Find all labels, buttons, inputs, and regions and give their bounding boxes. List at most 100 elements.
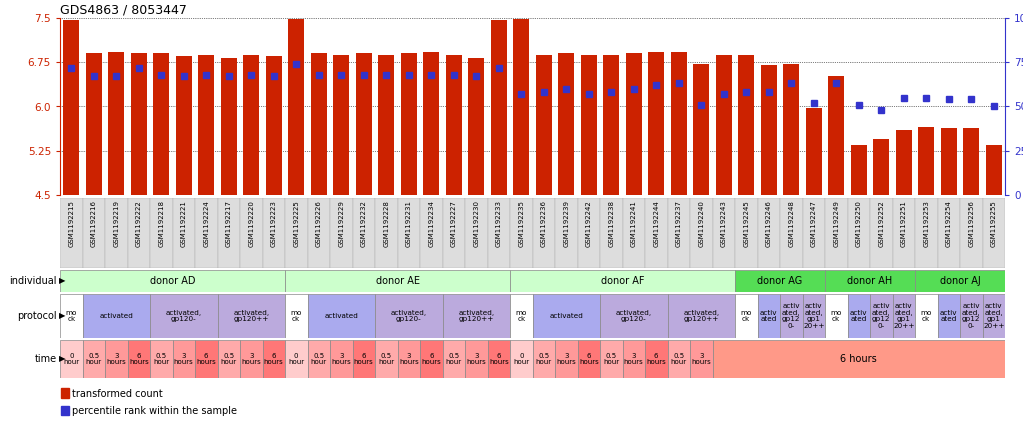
Text: 3
hours: 3 hours: [557, 353, 576, 365]
Text: GSM1192231: GSM1192231: [406, 200, 411, 247]
Text: GSM1192252: GSM1192252: [879, 200, 884, 247]
Bar: [83, 340, 105, 378]
Bar: [735, 294, 757, 338]
Bar: [420, 340, 443, 378]
Text: mo
ck: mo ck: [291, 310, 302, 322]
Text: activated,
gp120-: activated, gp120-: [616, 310, 652, 322]
Text: GSM1192251: GSM1192251: [900, 200, 906, 247]
Text: donor AH: donor AH: [847, 276, 893, 286]
Bar: [240, 340, 263, 378]
Bar: [851, 145, 866, 195]
Bar: [60, 198, 83, 268]
Text: GSM1192237: GSM1192237: [676, 200, 681, 247]
Bar: [83, 294, 150, 338]
Bar: [83, 198, 105, 268]
Text: GSM1192244: GSM1192244: [654, 200, 659, 247]
Text: GSM1192228: GSM1192228: [384, 200, 389, 247]
Bar: [356, 53, 371, 195]
Bar: [153, 53, 169, 195]
Bar: [533, 340, 555, 378]
Text: mo
ck: mo ck: [831, 310, 842, 322]
Text: individual: individual: [9, 276, 57, 286]
Bar: [874, 139, 889, 195]
Text: GSM1192224: GSM1192224: [204, 200, 210, 247]
Text: 6
hours: 6 hours: [196, 353, 216, 365]
Bar: [488, 198, 510, 268]
Text: GSM1192226: GSM1192226: [316, 200, 322, 247]
Bar: [555, 198, 578, 268]
Bar: [108, 52, 124, 195]
Text: GSM1192248: GSM1192248: [789, 200, 794, 247]
Text: GSM1192236: GSM1192236: [541, 200, 546, 247]
Text: 3
hours: 3 hours: [106, 353, 126, 365]
Bar: [60, 340, 83, 378]
Text: 0.5
hour: 0.5 hour: [379, 353, 394, 365]
Bar: [915, 198, 937, 268]
Text: GSM1192217: GSM1192217: [226, 200, 232, 247]
Bar: [533, 294, 601, 338]
Bar: [667, 294, 735, 338]
Text: 3
hours: 3 hours: [331, 353, 351, 365]
Bar: [218, 294, 285, 338]
Bar: [915, 270, 1005, 292]
Bar: [308, 340, 330, 378]
Text: donor AG: donor AG: [757, 276, 803, 286]
Bar: [150, 198, 173, 268]
Text: activated,
gp120-: activated, gp120-: [391, 310, 427, 322]
Bar: [86, 53, 101, 195]
Text: activated: activated: [324, 313, 358, 319]
Text: time: time: [35, 354, 57, 364]
Text: donor AD: donor AD: [149, 276, 195, 286]
Bar: [915, 294, 937, 338]
Bar: [847, 294, 870, 338]
Text: activ
ated,
gp12
0-: activ ated, gp12 0-: [962, 303, 981, 329]
Text: GSM1192218: GSM1192218: [159, 200, 165, 247]
Text: GSM1192219: GSM1192219: [114, 200, 120, 247]
Text: donor AF: donor AF: [601, 276, 644, 286]
Bar: [263, 340, 285, 378]
Text: GSM1192215: GSM1192215: [69, 200, 75, 247]
Bar: [578, 198, 601, 268]
Text: 6
hours: 6 hours: [579, 353, 598, 365]
Text: GSM1192239: GSM1192239: [564, 200, 569, 247]
Text: GSM1192220: GSM1192220: [249, 200, 255, 247]
Text: 0.5
hour: 0.5 hour: [671, 353, 686, 365]
Bar: [510, 270, 735, 292]
Bar: [982, 198, 1005, 268]
Bar: [982, 294, 1005, 338]
Text: 6
hours: 6 hours: [647, 353, 666, 365]
Text: GSM1192234: GSM1192234: [429, 200, 434, 247]
Bar: [690, 198, 712, 268]
Bar: [510, 294, 533, 338]
Text: 0.5
hour: 0.5 hour: [221, 353, 236, 365]
Bar: [581, 55, 596, 195]
Text: activ
ated: activ ated: [850, 310, 868, 322]
Bar: [128, 198, 150, 268]
Bar: [60, 388, 69, 398]
Bar: [960, 294, 982, 338]
Bar: [964, 128, 979, 195]
Bar: [649, 52, 664, 195]
Bar: [761, 65, 776, 195]
Bar: [218, 340, 240, 378]
Bar: [330, 198, 353, 268]
Text: 0
hour: 0 hour: [514, 353, 529, 365]
Bar: [424, 52, 439, 195]
Bar: [716, 55, 731, 195]
Bar: [644, 340, 667, 378]
Bar: [536, 55, 551, 195]
Bar: [469, 58, 484, 195]
Bar: [446, 55, 461, 195]
Bar: [285, 270, 510, 292]
Bar: [375, 340, 398, 378]
Bar: [623, 340, 644, 378]
Text: ▶: ▶: [59, 277, 65, 286]
Text: activ
ated,
gp12
0-: activ ated, gp12 0-: [872, 303, 891, 329]
Bar: [308, 198, 330, 268]
Text: 3
hours: 3 hours: [466, 353, 486, 365]
Text: 3
hours: 3 hours: [399, 353, 418, 365]
Text: GSM1192256: GSM1192256: [968, 200, 974, 247]
Text: 6 hours: 6 hours: [840, 354, 877, 364]
Text: activ
ated,
gp1
20++: activ ated, gp1 20++: [803, 303, 825, 329]
Bar: [806, 108, 821, 195]
